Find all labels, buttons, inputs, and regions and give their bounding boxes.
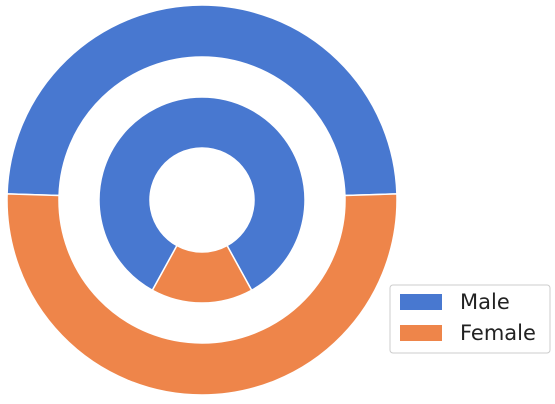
legend-swatch <box>400 325 442 341</box>
legend-label: Male <box>460 290 510 314</box>
rings <box>6 4 398 396</box>
wedge <box>6 193 398 396</box>
wedge <box>98 96 306 292</box>
legend-label: Female <box>460 321 536 345</box>
legend-swatch <box>400 294 442 310</box>
wedge <box>6 4 398 197</box>
wedge <box>151 244 253 304</box>
